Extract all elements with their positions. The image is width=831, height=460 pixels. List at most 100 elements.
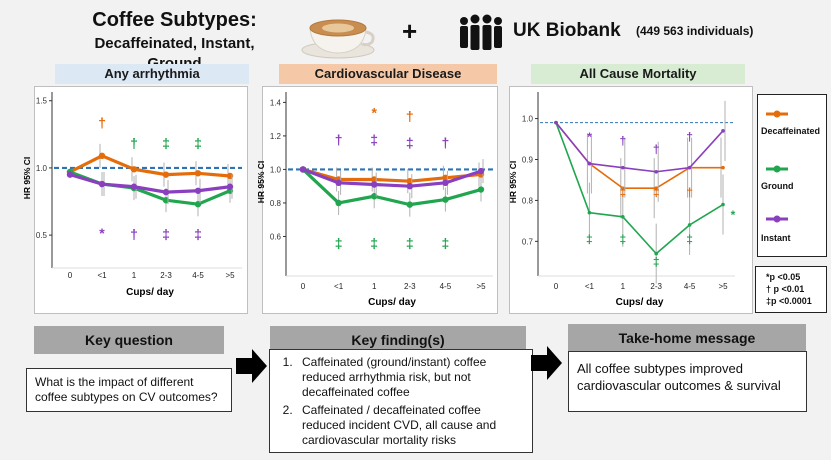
significance-mark-0-6: ‡	[162, 226, 170, 242]
key-finding-list: Caffeinated (ground/instant) coffee redu…	[278, 355, 524, 448]
y-tick-label-1-4: 1.4	[270, 98, 282, 107]
significance-mark-2-5: ‡	[653, 185, 660, 199]
x-tick-label-1-4: 4-5	[440, 282, 452, 291]
y-tick-label-1-0: 0.6	[270, 232, 282, 241]
data-point-2-instant-1	[587, 161, 592, 166]
sig-line-1: *p <0.05	[766, 272, 801, 282]
data-point-2-instant-4	[687, 165, 692, 170]
x-tick-label-1-0: 0	[301, 282, 306, 291]
legend-swatches	[766, 110, 788, 223]
y-tick-label-0-0: 0.5	[36, 231, 48, 240]
significance-mark-2-11: *	[731, 208, 736, 222]
significance-mark-1-3: ‡	[370, 131, 378, 147]
significance-mark-0-2: ‡	[162, 135, 170, 151]
data-point-1-ground-1	[335, 199, 342, 207]
chart-title-cvd: Cardiovascular Disease	[279, 64, 497, 84]
significance-mark-1-9: ‡	[442, 235, 450, 251]
data-point-1-ground-3	[406, 201, 413, 208]
legend-label-decaffeinated: Decaffeinated	[761, 126, 821, 136]
data-point-1-instant-4	[442, 179, 449, 187]
x-tick-label-0-1: <1	[97, 271, 107, 280]
data-point-2-ground-1	[587, 210, 592, 215]
data-point-2-ground-4	[687, 223, 692, 227]
significance-mark-0-1: †	[130, 135, 138, 151]
y-axis-label-2: HR 95% CI	[508, 161, 518, 204]
significance-mark-0-3: ‡	[194, 135, 202, 151]
legend-label-instant: Instant	[761, 233, 791, 243]
x-tick-label-2-4: 4-5	[684, 282, 696, 291]
x-tick-label-0-0: 0	[68, 271, 73, 280]
significance-mark-2-3: †	[686, 130, 693, 144]
significance-mark-2-10: ‡	[686, 232, 693, 246]
significance-mark-0-5: †	[130, 226, 138, 242]
x-tick-label-1-2: 1	[372, 282, 377, 291]
series-line-1-instant	[302, 167, 482, 188]
key-finding-box: Caffeinated (ground/instant) coffee redu…	[269, 349, 533, 453]
x-tick-label-2-2: 1	[621, 282, 626, 291]
legend-label-ground: Ground	[761, 181, 794, 191]
data-point-2-decaffeinated-3	[654, 186, 658, 190]
data-point-1-instant-3	[406, 182, 413, 190]
series-line-2-decaffeinated	[555, 122, 723, 189]
y-tick-label-0-1: 1.0	[36, 164, 48, 173]
significance-mark-1-1: †	[406, 108, 414, 124]
significance-key: *p <0.05 † p <0.01 ‡p <0.0001	[755, 266, 827, 313]
data-point-2-ground-2	[621, 214, 625, 219]
cohort-name: UK Biobank	[513, 20, 621, 41]
key-finding-item-1: Caffeinated (ground/instant) coffee redu…	[296, 355, 524, 400]
x-axis-label-0: Cups/ day	[126, 287, 174, 298]
legend: Decaffeinated Ground Instant	[757, 94, 827, 257]
legend-dot-decaffeinated	[773, 110, 781, 118]
data-point-2-instant-3	[654, 169, 658, 174]
take-home-header: Take-home message	[568, 324, 806, 352]
data-point-1-ground-5	[477, 186, 485, 193]
data-point-0-instant-2	[130, 183, 138, 190]
title-line-1: Coffee Subtypes:	[92, 9, 257, 31]
x-tick-label-0-3: 2-3	[160, 271, 172, 280]
series-line-2-ground	[555, 122, 724, 255]
y-tick-label-0-2: 1.5	[36, 97, 48, 106]
significance-mark-2-8: ‡	[619, 232, 626, 246]
x-tick-label-1-5: >5	[476, 282, 486, 291]
x-tick-label-2-5: >5	[718, 282, 728, 291]
data-point-2-ground-3	[654, 251, 658, 256]
data-point-0-instant-4	[194, 187, 202, 194]
data-point-0-decaffeinated-1	[98, 152, 106, 160]
key-question-box: What is the impact of different coffee s…	[26, 368, 232, 412]
significance-mark-1-2: †	[335, 131, 343, 147]
charts-canvas: 0.5 1.0 1.5 HR 95% CI 0 <1 1 2-3 4-5 >5 Cups/ day †…	[22, 92, 736, 308]
significance-mark-1-0: *	[371, 104, 377, 120]
significance-mark-1-8: ‡	[406, 235, 414, 251]
x-tick-label-1-3: 2-3	[404, 282, 416, 291]
chart-title-arrhythmia: Any arrhythmia	[55, 64, 249, 84]
data-point-2-ground-5	[721, 202, 725, 207]
legend-dot-instant	[773, 215, 781, 223]
significance-mark-2-9: ‡	[653, 255, 660, 269]
significance-mark-1-5: †	[442, 135, 450, 151]
series-line-2-instant	[555, 122, 724, 173]
data-point-0-instant-1	[98, 180, 106, 188]
significance-mark-2-4: ‡	[619, 185, 626, 199]
significance-mark-1-7: ‡	[370, 235, 378, 251]
plus-sign: +	[402, 16, 418, 46]
data-point-1-ground-4	[442, 196, 449, 203]
coffee-cup-icon	[301, 19, 375, 59]
data-point-1-instant-0	[299, 166, 307, 173]
x-tick-label-2-3: 2-3	[650, 282, 662, 291]
data-point-2-instant-5	[721, 129, 725, 133]
significance-mark-2-6: †	[686, 185, 693, 199]
x-axis-label-2: Cups/ day	[616, 297, 664, 308]
arrow-right-icon-2	[531, 346, 562, 380]
significance-mark-2-2: †	[653, 142, 660, 156]
x-tick-label-2-1: <1	[585, 282, 595, 291]
data-point-1-instant-5	[477, 167, 485, 175]
x-tick-label-2-0: 0	[554, 282, 559, 291]
arrow-right-icon	[236, 349, 267, 383]
data-point-0-instant-5	[226, 183, 234, 190]
panel-arrhythmia	[34, 86, 248, 314]
x-tick-label-1-1: <1	[334, 282, 344, 291]
people-group-icon	[460, 14, 502, 50]
take-home-box: All coffee subtypes improved cardiovascu…	[568, 351, 807, 412]
series-line-1-ground	[301, 168, 482, 207]
sig-line-2: † p <0.01	[766, 284, 805, 294]
